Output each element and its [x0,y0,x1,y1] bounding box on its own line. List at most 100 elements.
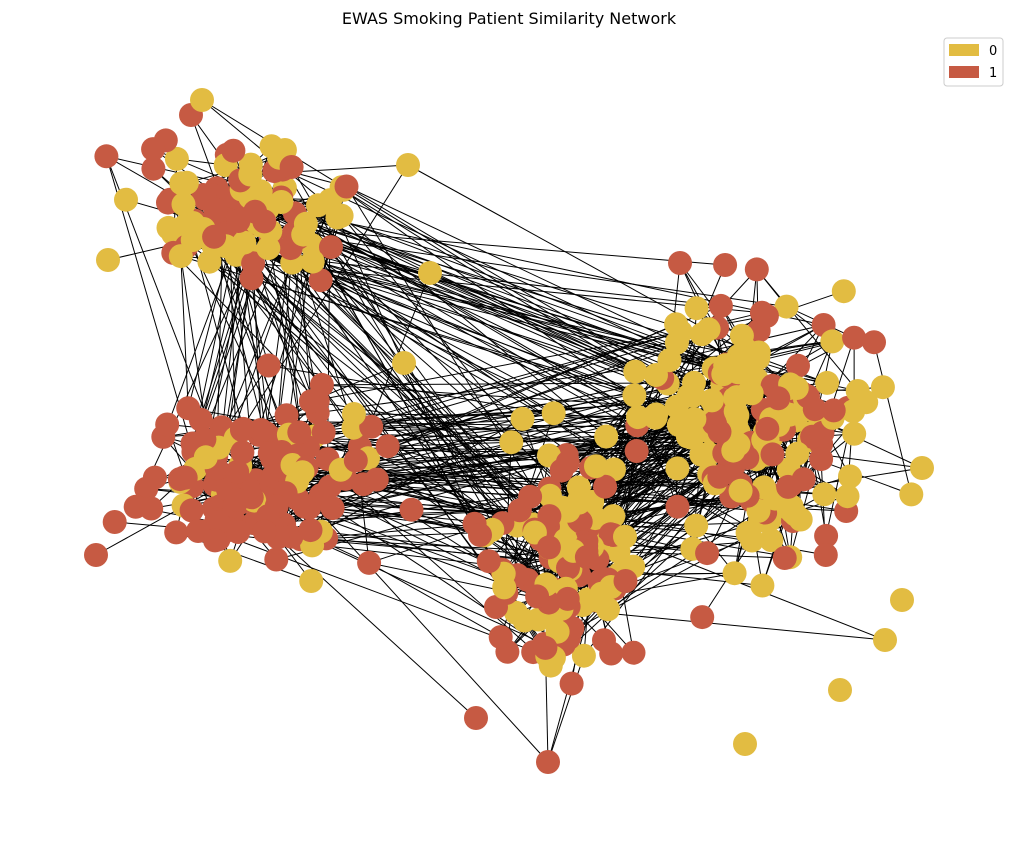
patient-node-class-1 [225,459,250,484]
patient-node-class-0 [873,628,897,652]
patient-node-class-0 [665,456,690,481]
patient-node-class-0 [499,430,524,455]
patient-node-class-1 [375,434,400,459]
patient-node-class-0 [164,146,189,171]
patient-node-class-0 [180,228,205,253]
patient-node-class-0 [584,454,608,479]
network-edge [346,186,566,541]
patient-node-class-1 [221,138,246,163]
patient-node-class-0 [729,323,754,348]
patient-node-class-0 [842,421,867,446]
patient-node-class-1 [317,474,342,499]
patient-node-class-1 [226,520,251,544]
patient-node-class-1 [760,442,785,467]
patient-node-class-0 [613,524,637,549]
patient-node-class-1 [813,543,838,567]
patient-node-class-1 [555,450,580,475]
patient-node-class-0 [675,424,700,449]
patient-node-class-1 [230,440,255,465]
patient-node-class-0 [815,370,840,395]
patient-node-class-0 [541,401,566,426]
patient-node-class-1 [334,174,359,199]
legend: 0 1 [943,37,1004,87]
patient-node-class-1 [292,494,317,519]
network-nodes [84,88,934,774]
legend-label-0: 0 [989,44,997,59]
patient-node-class-0 [828,678,852,702]
patient-node-class-0 [396,153,420,177]
patient-node-class-1 [84,543,108,567]
patient-node-class-1 [241,251,266,276]
network-edge [252,263,262,431]
network-edge [607,510,759,610]
patient-node-class-1 [668,251,692,275]
patient-node-class-1 [707,464,732,489]
patient-node-class-0 [594,424,619,449]
patient-node-class-1 [708,293,733,318]
patient-node-class-0 [341,402,366,426]
patient-node-class-1 [707,419,732,444]
network-edge [243,242,748,534]
patient-node-class-0 [664,394,689,419]
patient-node-class-0 [722,561,747,586]
patient-node-class-1 [173,465,198,490]
patient-node-class-1 [533,635,558,660]
patient-node-class-1 [164,520,189,545]
patient-node-class-0 [238,162,263,187]
patient-node-class-0 [664,330,689,355]
patient-node-class-1 [279,155,304,179]
patient-node-class-1 [274,403,299,428]
patient-node-class-0 [746,340,771,365]
patient-node-class-1 [468,523,492,547]
patient-node-class-0 [218,548,243,573]
patient-node-class-0 [571,643,596,668]
patient-node-class-1 [624,439,649,463]
patient-node-class-0 [623,359,648,384]
patient-node-class-0 [724,385,749,410]
patient-node-class-0 [721,438,746,463]
patient-node-class-0 [684,513,709,538]
patient-node-class-0 [114,187,138,212]
patient-node-class-1 [754,303,779,328]
patient-node-class-0 [890,588,914,612]
network-edge [216,479,789,509]
patient-node-class-0 [622,383,647,408]
network-edge [277,537,477,719]
patient-node-class-1 [141,156,166,181]
patient-node-class-1 [206,510,231,534]
patient-node-class-1 [229,417,254,442]
patient-node-class-1 [484,595,508,619]
patient-node-class-1 [537,504,562,529]
network-edge [270,230,787,308]
patient-node-class-1 [755,416,780,441]
patient-node-class-0 [910,456,934,480]
patient-node-class-1 [488,625,513,650]
network-edge [321,382,695,386]
patient-node-class-0 [689,442,714,467]
patient-node-class-1 [800,424,825,449]
patient-node-class-0 [418,261,442,285]
patient-node-class-1 [298,518,323,543]
patient-node-class-1 [224,487,249,512]
patient-node-class-0 [584,588,609,613]
patient-node-class-0 [190,88,214,112]
patient-node-class-1 [248,418,273,442]
patient-node-class-0 [171,192,196,217]
patient-node-class-0 [567,490,591,515]
patient-node-class-0 [759,528,784,553]
network-edge [172,252,319,402]
network-edge [281,197,790,389]
patient-node-class-0 [774,294,799,319]
legend-label-1: 1 [989,66,997,81]
network-edge [583,483,716,657]
figure-title: EWAS Smoking Patient Similarity Network [342,9,677,28]
patient-node-class-1 [364,467,389,492]
patient-node-class-1 [814,523,839,548]
patient-node-class-1 [94,144,119,169]
patient-node-class-1 [264,547,289,572]
patient-node-class-0 [96,248,120,272]
patient-node-class-0 [269,190,294,214]
patient-node-class-0 [838,464,862,489]
patient-node-class-1 [203,528,227,553]
